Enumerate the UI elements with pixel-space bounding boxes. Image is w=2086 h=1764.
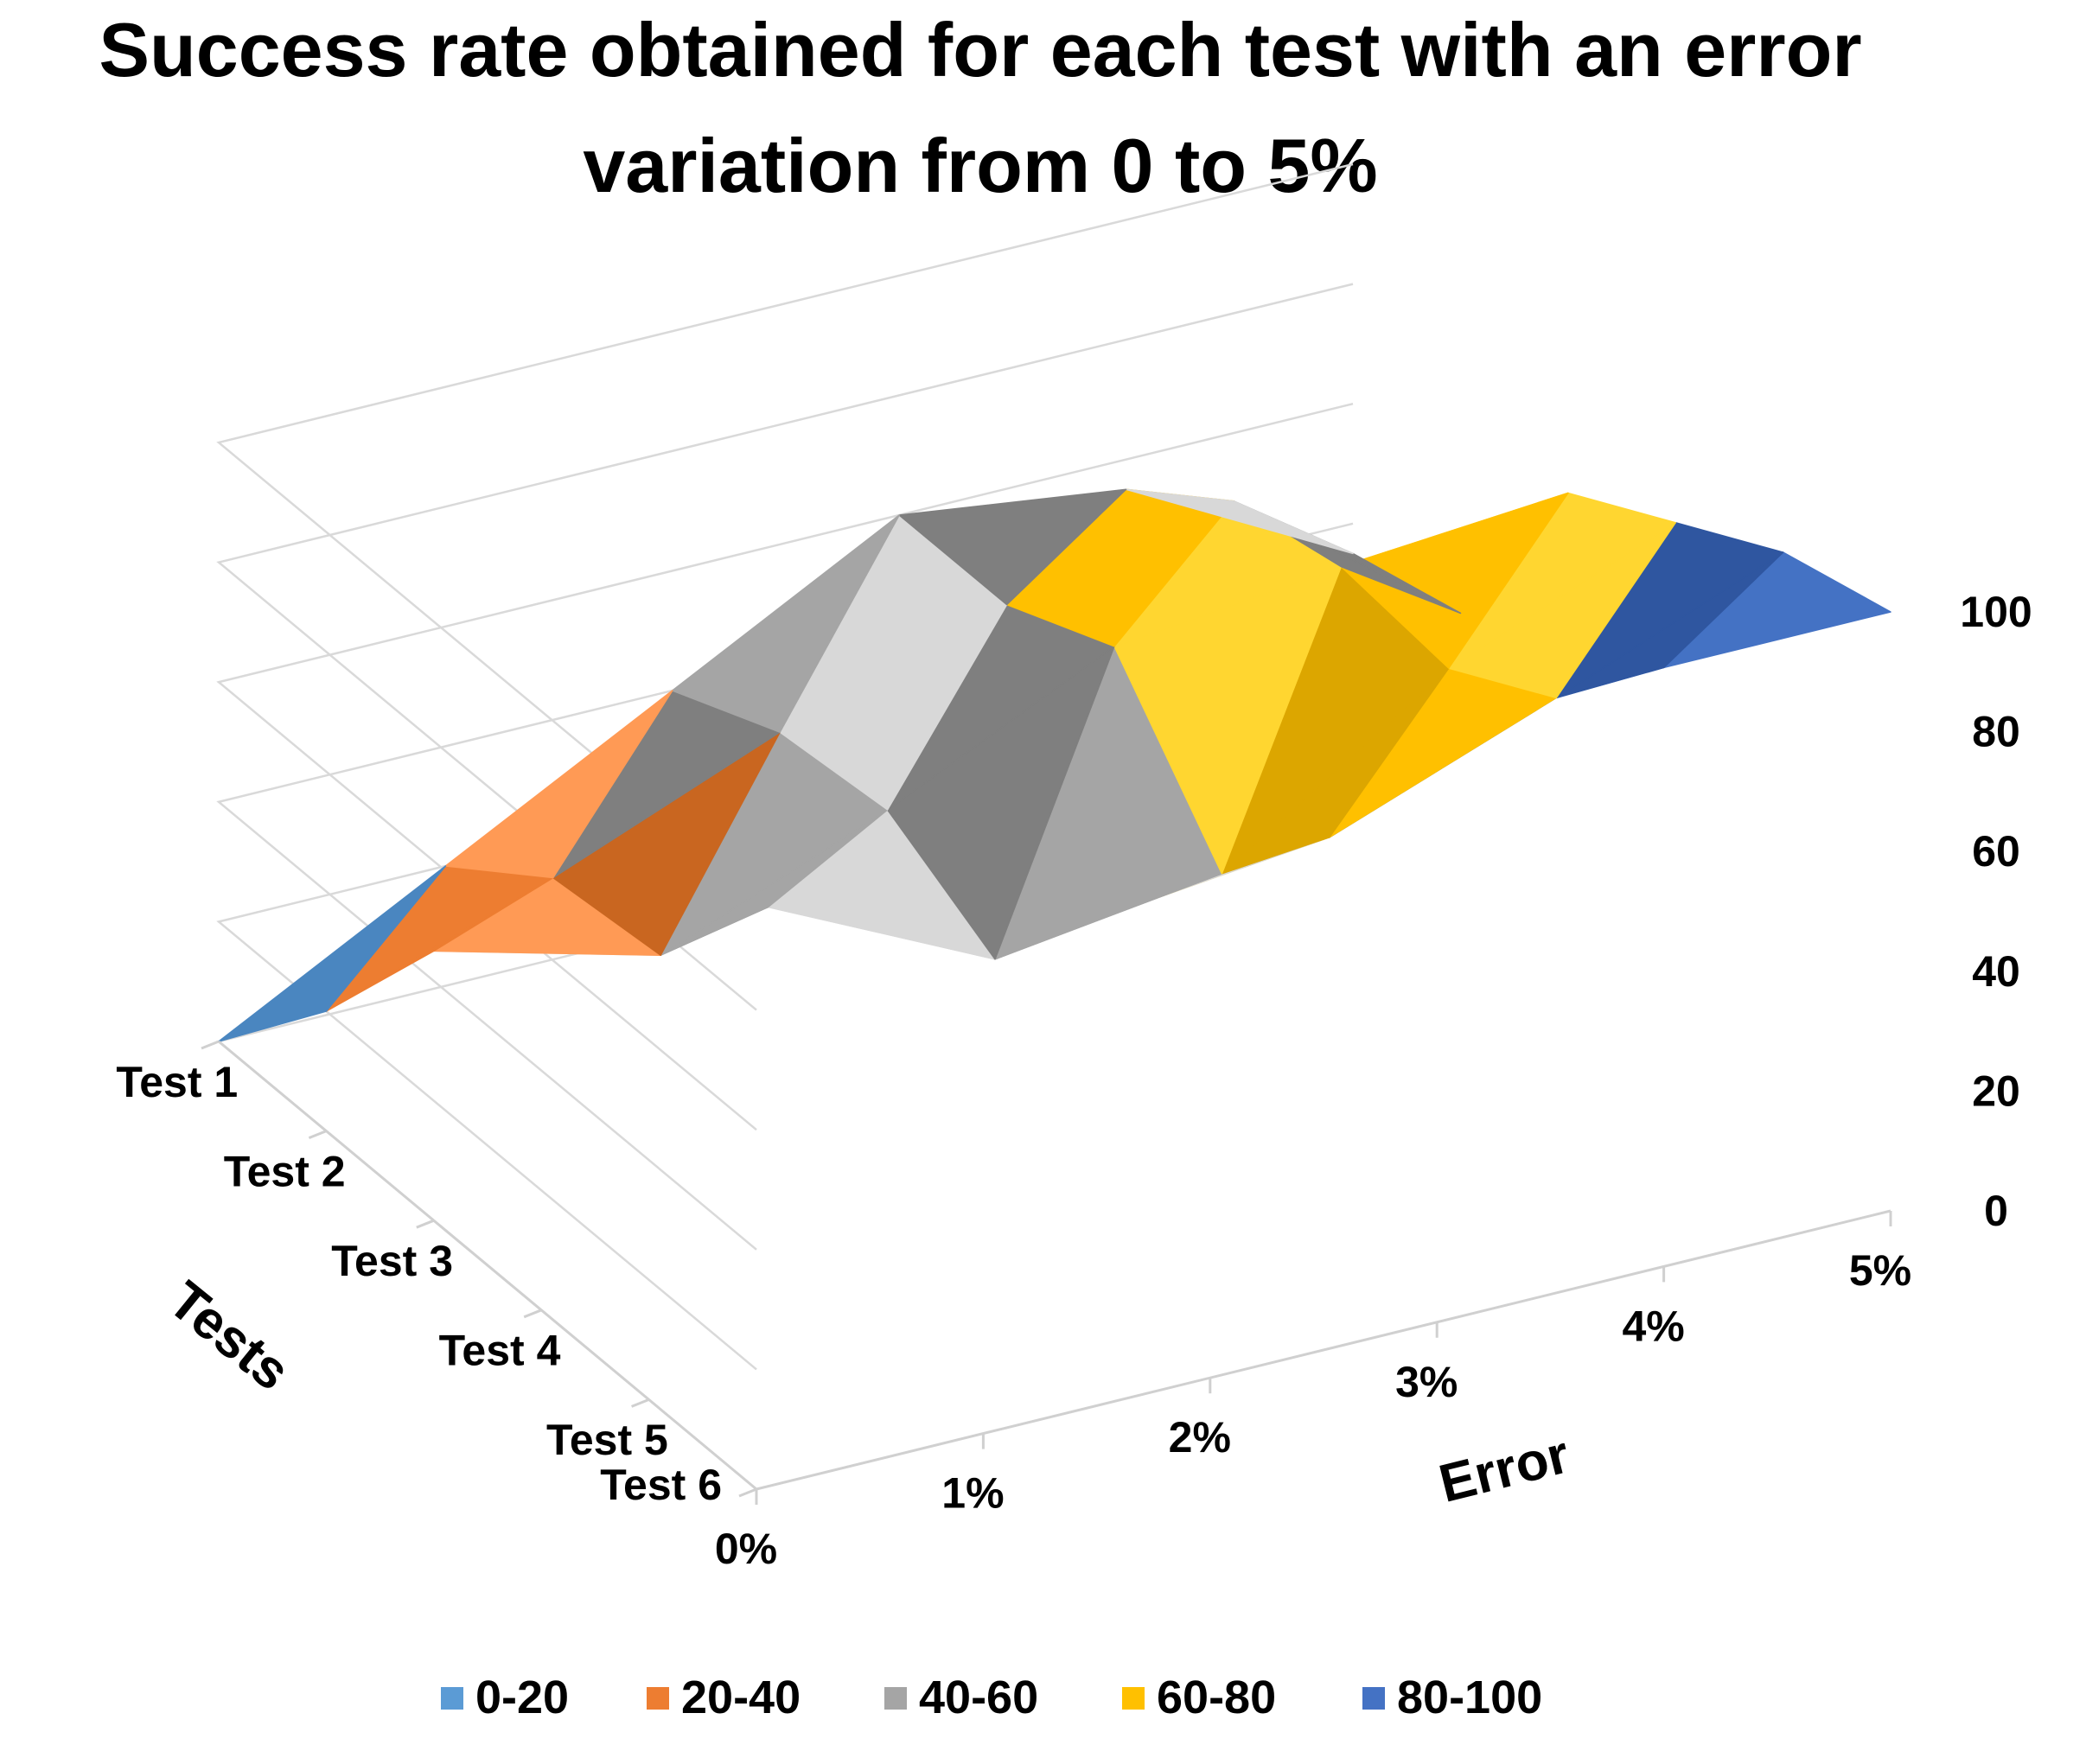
tests-tick-mark-1 [631,1398,650,1408]
gridline-60 [216,402,1354,1131]
gridline-100 [216,162,1354,891]
test-tick-label-4: Test 4 [439,1327,561,1375]
legend-label-60-80: 60-80 [1157,1672,1276,1723]
surface-facet-r4-c4-1 [1125,488,1354,555]
legend: 0-20 20-40 40-60 60-80 80-100 [441,1672,1542,1723]
value-tick-label-0: 0 [1984,1187,2008,1235]
tests-tick-mark-2 [523,1309,542,1319]
error-tick-label-0: 0% [715,1525,777,1573]
value-tick-label-20: 20 [1972,1067,2020,1115]
error-tick-label-1: 1% [941,1469,1004,1518]
test-tick-label-3: Test 3 [331,1237,453,1285]
tests-tick-mark-0 [738,1487,757,1498]
legend-label-40-60: 40-60 [919,1672,1038,1723]
surface [218,488,1891,1042]
axes [201,1040,1892,1505]
tests-tick-mark-3 [416,1219,435,1229]
surface-facet-r4-c3-1 [898,488,1127,606]
chart-title-line-2: variation from 0 to 5% [583,123,1377,208]
legend-label-0-20: 0-20 [475,1672,569,1723]
test-tick-label-1: Test 1 [116,1058,238,1106]
error-tick-label-3: 3% [1395,1358,1458,1406]
surface-facet-r4-c1-1 [444,690,673,879]
value-tick-label-80: 80 [1972,708,2020,756]
chart-title-line-1: Success rate obtained for each test with… [99,7,1861,92]
tests-tick-mark-4 [308,1130,327,1139]
tests-axis-title: Tests [157,1270,301,1403]
error-tick-label-5: 5% [1849,1246,1911,1295]
value-tick-label-100: 100 [1960,588,2032,636]
surface-facet-r4-c0-1 [218,865,447,1042]
legend-label-80-100: 80-100 [1397,1672,1542,1723]
error-axis-title: Error [1433,1424,1575,1514]
error-tick-label-2: 2% [1169,1413,1231,1462]
error-tick-label-4: 4% [1622,1302,1684,1350]
legend-label-20-40: 20-40 [681,1672,801,1723]
legend-swatch-0-20 [441,1687,463,1710]
legend-swatch-40-60 [884,1687,907,1710]
surface-facet-r4-c2-1 [672,514,900,733]
test-tick-label-5: Test 5 [546,1416,668,1464]
error-axis-line [756,1209,1891,1491]
value-tick-label-60: 60 [1972,827,2020,876]
tests-axis-line [218,1040,757,1491]
legend-swatch-20-40 [647,1687,669,1710]
chart-title: Success rate obtained for each test with… [99,7,1861,208]
legend-swatch-80-100 [1362,1687,1385,1710]
test-tick-label-6: Test 6 [600,1461,722,1509]
value-tick-label-40: 40 [1972,947,2020,996]
legend-swatch-60-80 [1122,1687,1145,1710]
tests-tick-mark-5 [201,1040,220,1050]
test-tick-label-2: Test 2 [224,1147,346,1195]
